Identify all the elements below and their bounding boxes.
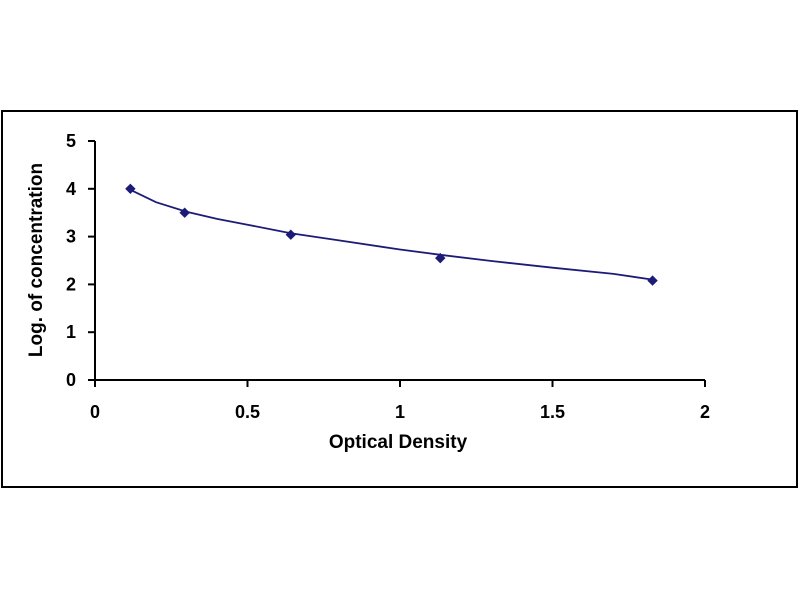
tick-marks bbox=[88, 140, 706, 387]
data-point bbox=[435, 252, 446, 264]
y-tick-label: 4 bbox=[66, 179, 76, 199]
x-tick-label: 0 bbox=[90, 402, 100, 422]
tick-labels: 0 0.5 1 1.5 2 0 1 2 3 4 5 bbox=[66, 131, 710, 422]
data-point bbox=[125, 183, 136, 195]
data-point bbox=[179, 207, 190, 218]
y-tick-label: 5 bbox=[66, 131, 76, 151]
y-tick-label: 2 bbox=[66, 274, 76, 294]
x-tick-label: 1 bbox=[395, 402, 405, 422]
y-axis-title: Log. of concentration bbox=[26, 163, 47, 357]
x-tick-label: 1.5 bbox=[540, 402, 565, 422]
y-tick-label: 1 bbox=[66, 322, 76, 342]
data-points bbox=[125, 183, 658, 286]
y-tick-label: 3 bbox=[66, 227, 76, 247]
x-axis-title: Optical Density bbox=[329, 432, 468, 453]
data-point bbox=[285, 229, 297, 240]
data-point bbox=[647, 275, 658, 286]
chart-frame bbox=[1, 110, 798, 488]
x-tick-label: 0.5 bbox=[235, 402, 260, 422]
x-tick-label: 2 bbox=[700, 402, 710, 422]
y-tick-label: 0 bbox=[66, 370, 76, 390]
